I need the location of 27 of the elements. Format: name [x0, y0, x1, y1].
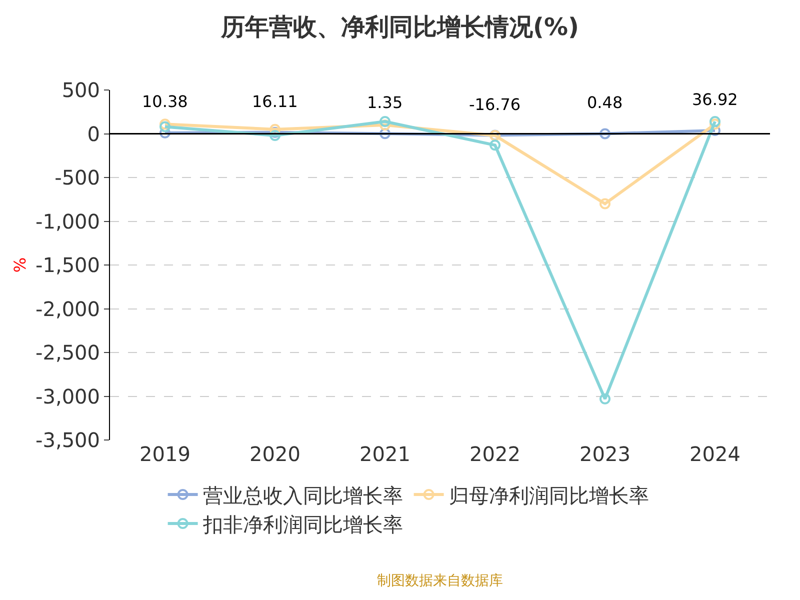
legend-label: 扣非净利润同比增长率 — [202, 512, 403, 536]
text: 制图数据来自数据库 — [377, 573, 503, 589]
x-tick-label: 2019 — [140, 442, 190, 466]
x-tick-label: 2021 — [360, 442, 410, 466]
y-axis-title: % — [10, 257, 30, 273]
y-tick-label: -2,000 — [36, 296, 100, 321]
y-tick-label: 0 — [87, 122, 100, 146]
y-tick-label: -2,500 — [36, 340, 100, 364]
y-tick-label: -1,500 — [36, 253, 100, 277]
data-label: 1.35 — [367, 93, 403, 112]
y-tick-label: -500 — [54, 166, 100, 190]
data-label: 16.11 — [252, 92, 298, 111]
x-tick-label: 2024 — [690, 442, 740, 466]
y-tick-label: -3,000 — [36, 384, 100, 408]
x-tick-label: 2022 — [470, 442, 520, 466]
data-label: 10.38 — [142, 92, 188, 111]
legend-label: 归母净利润同比增长率 — [448, 483, 649, 508]
x-tick-label: 2020 — [250, 442, 300, 466]
data-label: 0.48 — [587, 93, 623, 112]
legend-label: 营业总收入同比增长率 — [202, 483, 403, 508]
x-tick-label: 2023 — [580, 442, 630, 466]
y-tick-label: -1,000 — [36, 209, 100, 234]
data-label: 36.92 — [692, 90, 738, 109]
y-tick-label: -3,500 — [36, 428, 100, 452]
chart-title: 历年营收、净利同比增长情况(%) — [220, 12, 579, 41]
data-label: -16.76 — [469, 95, 521, 114]
y-tick-label: 500 — [62, 78, 100, 102]
